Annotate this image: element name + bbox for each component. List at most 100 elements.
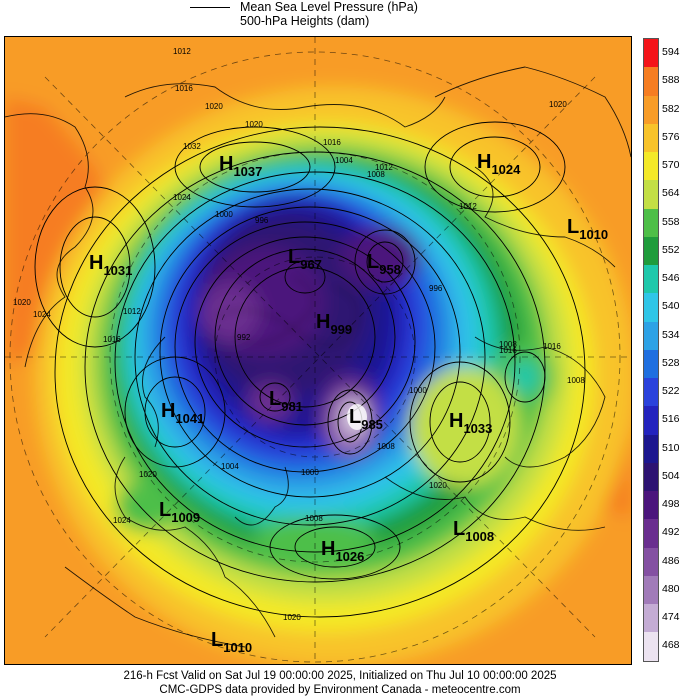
low-center-highlight xyxy=(347,404,367,430)
colorbar-label-468: 468 xyxy=(662,639,680,652)
isobar-label: 1012 xyxy=(123,307,141,316)
graticule xyxy=(5,37,631,664)
isobar-label: 1016 xyxy=(543,342,561,351)
isobar-label: 996 xyxy=(429,284,443,293)
colorbar-label-558: 558 xyxy=(662,215,680,228)
colorbar-swatch-582 xyxy=(644,95,658,125)
colorbar-swatch-486 xyxy=(644,547,658,577)
colorbar-swatch-576 xyxy=(644,123,658,153)
coastlines xyxy=(5,66,631,648)
trough-lines xyxy=(214,276,358,346)
footer-credit: CMC-GDPS data provided by Environment Ca… xyxy=(159,684,521,696)
pressure-center-high: H1024 xyxy=(477,151,521,177)
colorbar-swatch-528 xyxy=(644,349,658,379)
colorbar-swatch-504 xyxy=(644,462,658,492)
isobar-label: 1032 xyxy=(183,142,201,151)
colorbar-label-522: 522 xyxy=(662,385,680,397)
colorbar-swatch-546 xyxy=(644,265,658,294)
isobar-label: 1008 xyxy=(305,514,323,523)
colorbar-label-564: 564 xyxy=(662,187,680,200)
colorbar-label-546: 546 xyxy=(662,272,680,284)
isobar-label: 1024 xyxy=(33,310,51,319)
colorbar xyxy=(643,38,659,662)
colorbar-swatch-492 xyxy=(644,519,658,548)
pressure-center-high: H1033 xyxy=(449,410,492,436)
isobar-label: 1016 xyxy=(175,84,193,93)
colorbar-swatch-594 xyxy=(644,39,658,68)
isobar-label: 1008 xyxy=(367,170,385,179)
legend-title-pressure: Mean Sea Level Pressure (hPa) xyxy=(240,0,418,14)
colorbar-swatch-540 xyxy=(644,293,658,322)
map-svg: H1037 H1024 L1010 H1031 L967 L958 H999 H1041 L98… xyxy=(5,37,631,664)
colorbar-swatch-498 xyxy=(644,491,658,520)
isobar-label: 1020 xyxy=(13,298,31,307)
colorbar-label-504: 504 xyxy=(662,469,680,482)
colorbar-swatch-588 xyxy=(644,67,658,96)
isobar-label: 996 xyxy=(255,216,269,225)
colorbar-swatch-522 xyxy=(644,378,658,407)
isobar-label: 1020 xyxy=(245,120,263,129)
isobar-label: 1024 xyxy=(173,193,191,202)
isobar-label: 1020 xyxy=(429,481,447,490)
pressure-center-labels: H1037 H1024 L1010 H1031 L967 L958 H999 H1041 L98… xyxy=(89,151,608,655)
pressure-center-high: H1041 xyxy=(161,400,204,426)
colorbar-label-474: 474 xyxy=(662,611,680,623)
isobars xyxy=(34,121,586,618)
isobar-label: 1016 xyxy=(323,138,341,147)
isobar-label: 1020 xyxy=(549,100,567,109)
isobar-label: 1012 xyxy=(375,163,393,172)
colorbar-label-516: 516 xyxy=(662,413,680,426)
footer-valid-time: 216-h Fcst Valid on Sat Jul 19 00:00:00 … xyxy=(123,670,557,682)
pressure-center-low: L1008 xyxy=(453,518,494,544)
colorbar-swatch-480 xyxy=(644,575,658,605)
forecast-map: H1037 H1024 L1010 H1031 L967 L958 H999 H1041 L98… xyxy=(4,36,632,665)
isobar-label: 1008 xyxy=(567,376,585,385)
isobar-label: 1020 xyxy=(139,470,157,479)
colorbar-swatch-534 xyxy=(644,321,658,351)
pressure-center-low: L985 xyxy=(349,406,383,432)
isobar-label: 1004 xyxy=(335,156,353,165)
colorbar-swatch-552 xyxy=(644,236,658,266)
colorbar-swatch-468 xyxy=(644,632,658,661)
isobar-label: 1020 xyxy=(205,102,223,111)
colorbar-label-486: 486 xyxy=(662,554,680,567)
colorbar-swatch-570 xyxy=(644,152,658,181)
isobar-label: 1000 xyxy=(301,468,319,477)
isobar-label: 1008 xyxy=(377,442,395,451)
legend-line-sample xyxy=(190,7,230,8)
pressure-center-high: H999 xyxy=(316,311,352,337)
pressure-center-high: H1037 xyxy=(219,153,262,179)
colorbar-label-534: 534 xyxy=(662,328,680,341)
isobar-label: 1012 xyxy=(173,47,191,56)
colorbar-label-576: 576 xyxy=(662,130,680,143)
colorbar-label-492: 492 xyxy=(662,526,680,539)
colorbar-label-498: 498 xyxy=(662,498,680,510)
pressure-center-low: L958 xyxy=(367,251,401,277)
pressure-center-high: H1026 xyxy=(321,538,364,564)
pressure-center-low: L967 xyxy=(288,246,322,272)
colorbar-label-570: 570 xyxy=(662,159,680,171)
isobar-label: 992 xyxy=(237,333,251,342)
isobar-label: 1000 xyxy=(409,386,427,395)
pressure-center-low: L981 xyxy=(269,388,303,414)
pressure-center-low: L1010 xyxy=(567,216,608,242)
colorbar-label-588: 588 xyxy=(662,74,680,87)
isobar-label: 1024 xyxy=(113,516,131,525)
legend-title-heights: 500-hPa Heights (dam) xyxy=(240,14,370,28)
colorbar-swatch-558 xyxy=(644,208,658,238)
colorbar-label-552: 552 xyxy=(662,243,680,256)
colorbar-label-480: 480 xyxy=(662,582,680,595)
colorbar-label-528: 528 xyxy=(662,356,680,369)
colorbar-swatch-564 xyxy=(644,180,658,209)
isobar-label: 1016 xyxy=(103,335,121,344)
colorbar-label-510: 510 xyxy=(662,441,680,454)
pressure-center-high: H1031 xyxy=(89,252,132,278)
isobar-label: 1000 xyxy=(215,210,233,219)
pressure-center-low: L1009 xyxy=(159,499,200,525)
isobar-label: 1004 xyxy=(221,462,239,471)
isobar-label: 1012 xyxy=(459,202,477,211)
colorbar-label-540: 540 xyxy=(662,300,680,313)
isobar-value-labels: 1012101610201020103210241000996992101210… xyxy=(13,47,585,622)
colorbar-swatch-516 xyxy=(644,406,658,435)
colorbar-swatch-474 xyxy=(644,604,658,633)
